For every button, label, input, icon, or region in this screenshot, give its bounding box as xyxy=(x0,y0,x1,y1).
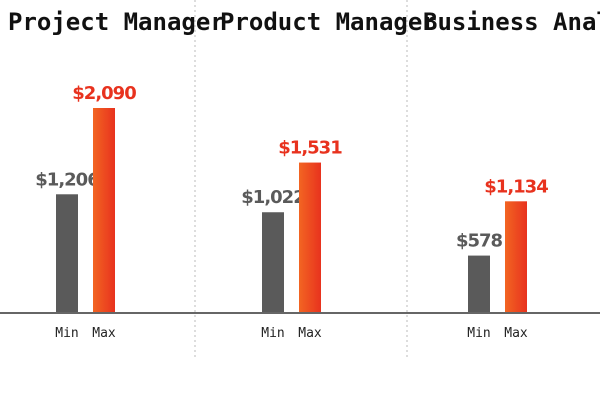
tick-label-product-manager-max: Max xyxy=(298,326,322,341)
value-label-product-manager-max: $1,531 xyxy=(278,138,342,159)
bar-project-manager-max xyxy=(93,108,115,312)
value-label-project-manager-max: $2,090 xyxy=(72,83,136,104)
tick-label-project-manager-min: Min xyxy=(55,326,78,341)
value-label-business-analyst-min: $578 xyxy=(456,231,503,252)
bar-business-analyst-max xyxy=(505,201,527,312)
tick-label-product-manager-min: Min xyxy=(261,326,284,341)
value-label-project-manager-min: $1,206 xyxy=(35,169,99,190)
bar-product-manager-max xyxy=(299,162,321,312)
bar-product-manager-min xyxy=(262,212,284,312)
panel-title-business-analyst: Business Analyst xyxy=(423,8,600,36)
tick-label-business-analyst-min: Min xyxy=(467,326,490,341)
tick-label-project-manager-max: Max xyxy=(92,326,116,341)
bar-project-manager-min xyxy=(56,194,78,312)
tick-label-business-analyst-max: Max xyxy=(504,326,528,341)
value-label-business-analyst-max: $1,134 xyxy=(484,176,548,197)
bar-business-analyst-min xyxy=(468,255,490,312)
chart-marks: Project Manager $1,206 Min $2,090 Max Product… xyxy=(8,8,600,341)
panel-title-product-manager: Product Manager xyxy=(220,8,437,36)
value-label-product-manager-min: $1,022 xyxy=(241,187,304,208)
panel-title-project-manager: Project Manager xyxy=(8,8,225,36)
